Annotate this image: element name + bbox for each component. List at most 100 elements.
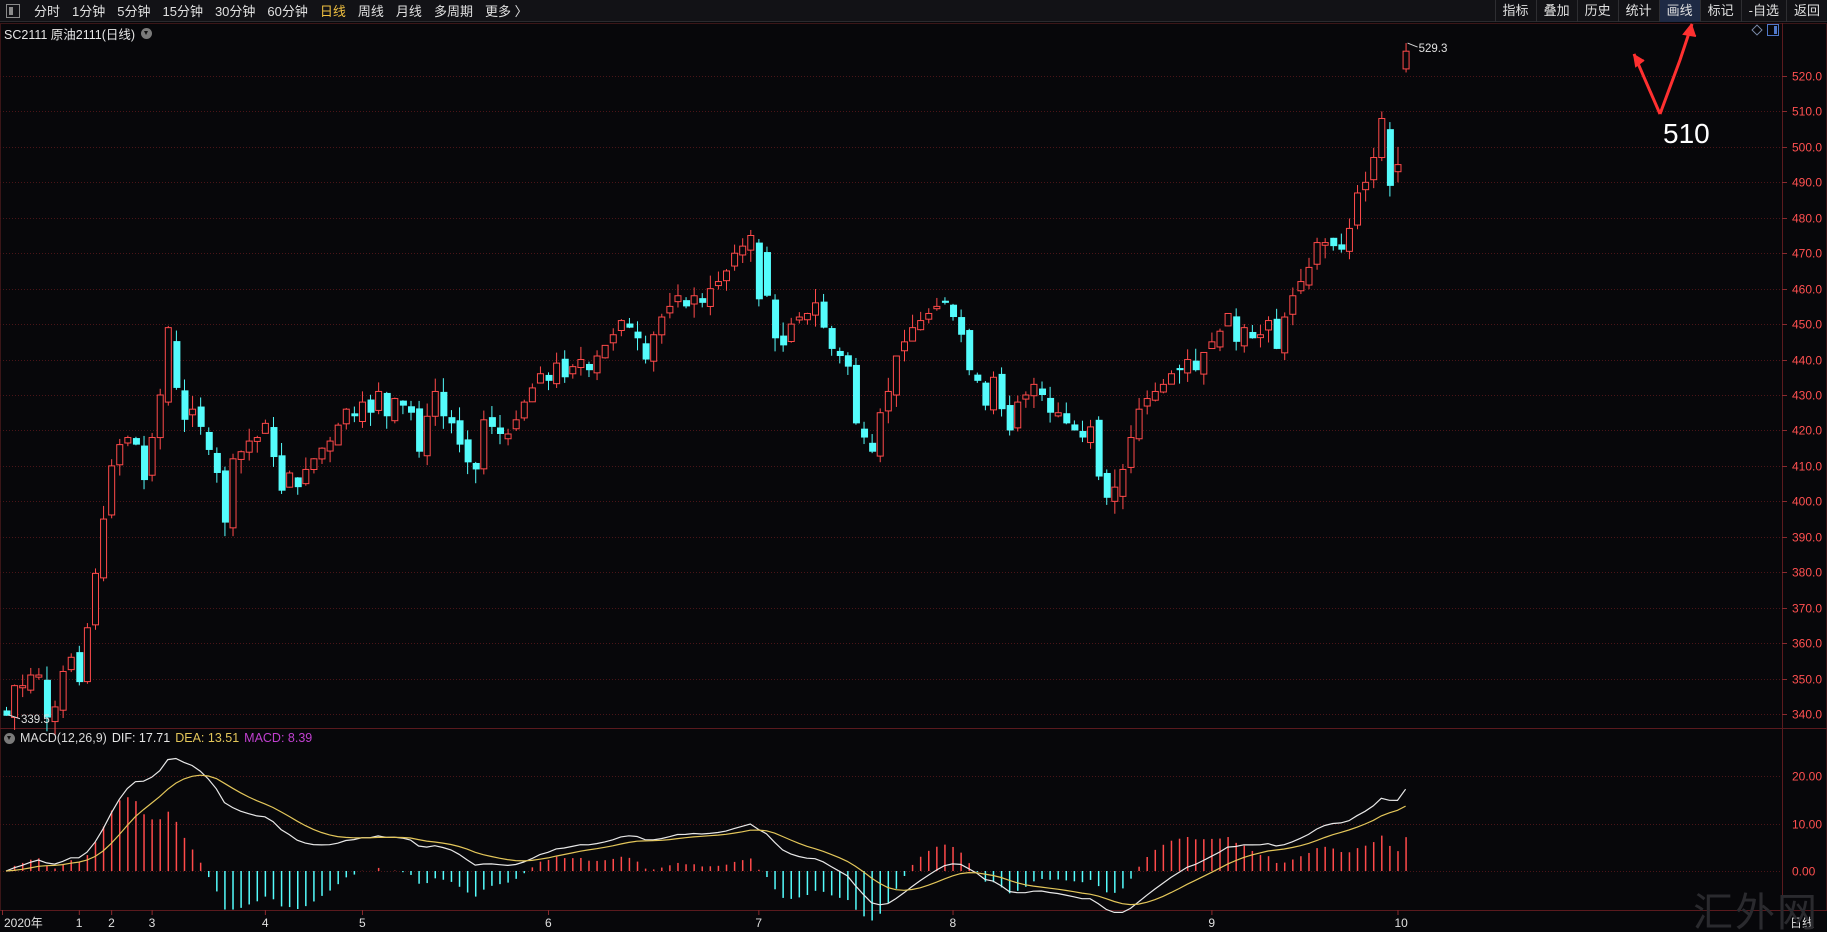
candle	[803, 312, 811, 325]
candle-body	[1047, 397, 1055, 413]
candle	[108, 459, 116, 519]
candle	[367, 394, 375, 426]
macd-axis-label: 0.00	[1792, 865, 1816, 879]
candle	[318, 447, 326, 464]
candle-body	[342, 408, 350, 425]
candle-body	[1345, 227, 1353, 252]
candle	[1216, 328, 1224, 352]
candle	[747, 229, 755, 262]
candle	[569, 364, 577, 379]
period-tab[interactable]: 分时	[34, 4, 61, 19]
candle-body	[1321, 242, 1329, 246]
candle	[593, 350, 601, 381]
price-axis-label: 430.0	[1792, 389, 1822, 403]
candle-body	[941, 300, 949, 303]
candle-body	[310, 458, 318, 470]
candle-body	[326, 440, 334, 452]
candle	[706, 275, 714, 316]
candle	[1313, 237, 1321, 270]
candle	[1054, 402, 1062, 418]
toolbar-button[interactable]: 返回	[1785, 0, 1827, 22]
annotation-arrow	[1658, 23, 1694, 115]
candle	[609, 328, 617, 351]
candle	[1079, 420, 1087, 443]
price-axis-label: 450.0	[1792, 318, 1822, 332]
dropdown-icon[interactable]	[141, 28, 153, 39]
watermark: 汇外网	[1693, 890, 1819, 932]
candle	[1233, 308, 1241, 351]
candle	[1159, 378, 1167, 394]
candle-body	[989, 376, 997, 411]
layout-icon[interactable]	[1767, 24, 1779, 36]
period-tab[interactable]: 15分钟	[162, 4, 203, 19]
high-price-label: 529.3	[1419, 43, 1448, 55]
period-tab[interactable]: 月线	[395, 4, 422, 19]
candle-body	[706, 288, 714, 307]
candle	[181, 379, 189, 432]
candle	[358, 391, 366, 428]
candle-body	[714, 281, 722, 287]
candle	[19, 674, 27, 698]
candle-body	[1281, 316, 1289, 354]
candle	[253, 435, 261, 453]
candle-body	[1273, 318, 1281, 349]
candle-body	[59, 670, 67, 711]
candle	[1087, 419, 1095, 449]
dropdown-icon[interactable]	[4, 732, 15, 744]
period-tab[interactable]: 30分钟	[214, 4, 256, 19]
candle-body	[876, 412, 884, 457]
toolbar-button[interactable]: 指标	[1494, 0, 1536, 22]
candle	[787, 317, 795, 343]
toolbar-button[interactable]: 历史	[1576, 0, 1618, 22]
x-axis-label: 10	[1394, 916, 1408, 930]
candle-body	[416, 408, 424, 452]
candle-body	[1111, 486, 1119, 502]
candle-body	[213, 452, 221, 473]
candle	[3, 706, 11, 716]
candle	[820, 293, 828, 329]
period-tab[interactable]: 多周期	[433, 4, 473, 19]
period-tab[interactable]: 60分钟	[267, 4, 308, 19]
candle-body	[772, 299, 780, 339]
candle-body	[609, 334, 617, 344]
toolbar-button[interactable]: 画线	[1658, 0, 1700, 22]
candle	[351, 406, 359, 423]
period-tab[interactable]: 周线	[357, 4, 384, 19]
candle-body	[763, 252, 771, 296]
price-axis-label: 470.0	[1792, 247, 1822, 261]
candle-body	[100, 518, 108, 579]
candle-body	[553, 362, 561, 385]
candle-body	[787, 323, 795, 343]
candle-body	[141, 445, 149, 481]
candle	[310, 458, 318, 474]
candle-body	[480, 419, 488, 470]
candle-body	[917, 320, 925, 331]
toolbar-button[interactable]: 叠加	[1535, 0, 1577, 22]
candle	[464, 430, 472, 475]
candle-body	[367, 399, 375, 413]
period-tab[interactable]: 1分钟	[72, 4, 106, 19]
period-tab[interactable]: 更多 〉	[484, 4, 528, 19]
candle	[917, 311, 925, 331]
candle-body	[739, 245, 747, 256]
candle	[1200, 351, 1208, 385]
candle-body	[1119, 468, 1127, 497]
candle	[76, 645, 84, 686]
candle-body	[205, 431, 213, 450]
candle-body	[408, 406, 415, 413]
candle	[1176, 364, 1184, 384]
panel-toggle-icon[interactable]	[6, 3, 20, 18]
diamond-icon[interactable]	[1751, 24, 1763, 36]
period-tab[interactable]: 日线	[319, 4, 346, 19]
toolbar-button[interactable]: 标记	[1699, 0, 1741, 22]
candle-body	[1167, 373, 1175, 385]
toolbar-button[interactable]: 统计	[1617, 0, 1659, 22]
candle-body	[1184, 359, 1192, 374]
macd-title: MACD(12,26,9)	[20, 731, 107, 745]
price-axis-label: 510.0	[1792, 105, 1822, 119]
period-tab[interactable]: 5分钟	[117, 4, 151, 19]
candle	[286, 470, 294, 488]
toolbar-button[interactable]: -自选	[1740, 0, 1786, 22]
